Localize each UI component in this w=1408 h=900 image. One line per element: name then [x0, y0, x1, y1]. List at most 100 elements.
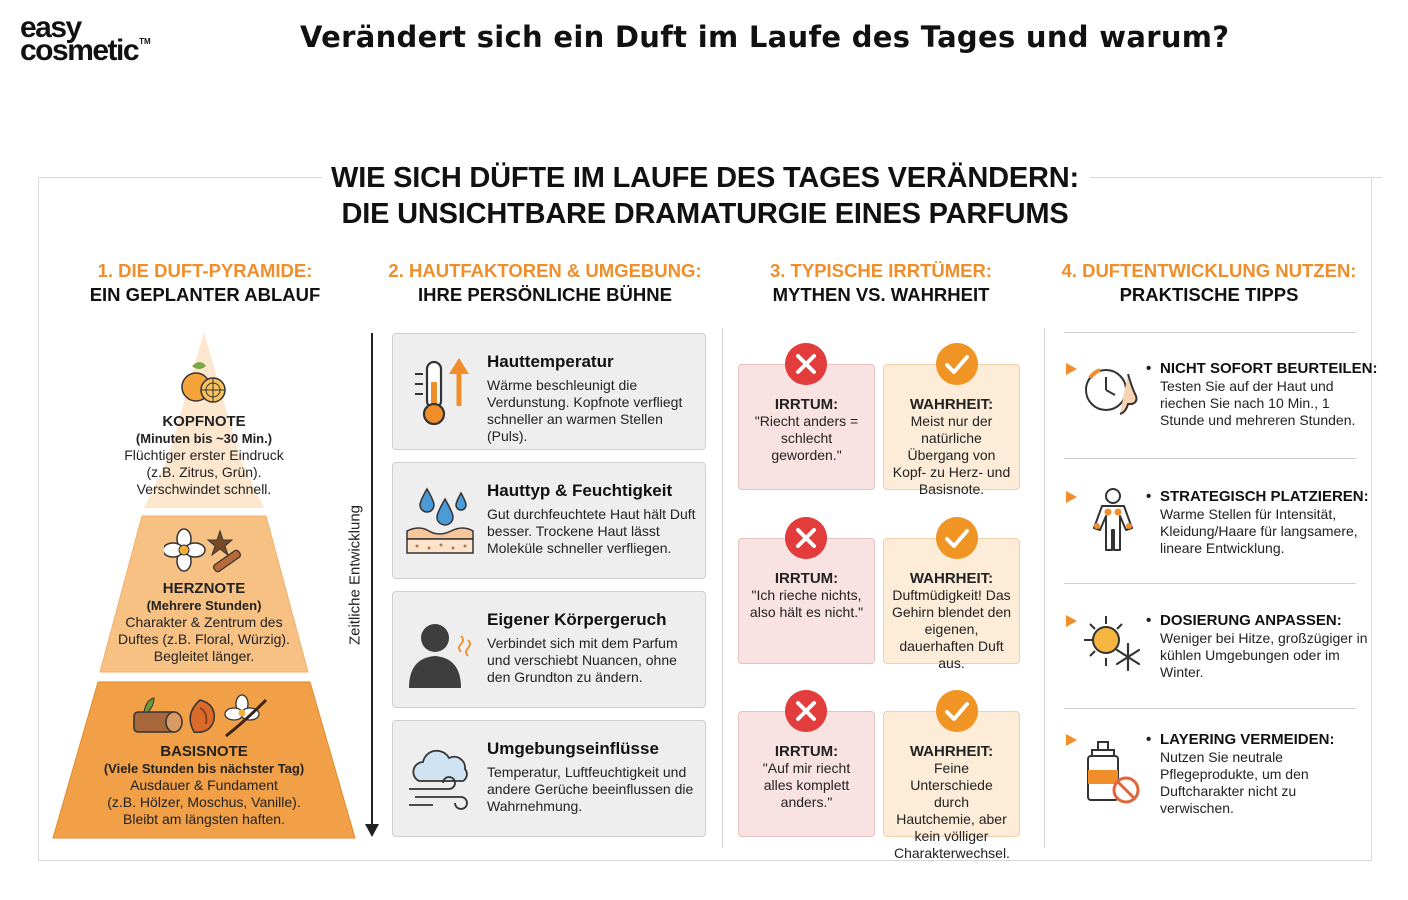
- tip-title: NICHT SOFORT BEURTEILEN:: [1160, 360, 1378, 377]
- brand-logo[interactable]: easy cosmeticTM: [20, 12, 151, 68]
- truth-card: WAHRHEIT: Meist nur der natürliche Überg…: [883, 364, 1020, 497]
- section-header-tips: 4. DUFTENTWICKLUNG NUTZEN: PRAKTISCHE TIP…: [1061, 260, 1357, 305]
- top-note-line: Verschwindet schnell.: [136, 481, 272, 497]
- truth-text: Meist nur der natürliche Übergang von Ko…: [892, 413, 1011, 497]
- myth-card: IRRTUM: "Ich rieche nichts, also hält es…: [738, 538, 875, 664]
- infographic-title-line-1: WIE SICH DÜFTE IM LAUFE DES TAGES VERÄND…: [331, 162, 1079, 194]
- factor-description: Gut durchfeuchtete Haut hält Duft besser…: [487, 506, 696, 556]
- tip-arrow-icon: [1066, 491, 1077, 503]
- top-note-line: Flüchtiger erster Eindruck: [124, 447, 284, 463]
- myth-card: IRRTUM: "Riecht anders = schlecht geword…: [738, 364, 875, 490]
- cross-icon: [785, 517, 827, 559]
- factor-card: Umgebungseinflüsse Temperatur, Luftfeuch…: [392, 720, 706, 837]
- myth-text: "Auf mir riecht alles komplett anders.": [762, 760, 851, 810]
- tip-divider: [1064, 332, 1356, 333]
- myth-text: "Riecht anders = schlecht geworden.": [754, 413, 859, 463]
- truth-card: WAHRHEIT: Duftmüdigkeit! Das Gehirn blen…: [883, 538, 1020, 671]
- base-note-line: (z.B. Hölzer, Moschus, Vanille).: [107, 794, 301, 810]
- factor-description: Wärme beschleunigt die Verdunstung. Kopf…: [487, 377, 683, 444]
- heart-note-name: HERZNOTE: [162, 580, 246, 597]
- skin-droplets-icon: [406, 487, 474, 554]
- tip-divider: [1064, 583, 1356, 584]
- wood-musk-vanilla-icon: [133, 694, 268, 738]
- tip-divider: [1064, 708, 1356, 709]
- truth-card: WAHRHEIT: Feine Unterschiede durch Hautc…: [883, 711, 1020, 861]
- logo-line-2: cosmeticTM: [20, 34, 151, 68]
- frame-top-divider-right: [1090, 177, 1382, 178]
- tip-bullet: •: [1146, 488, 1152, 505]
- factor-card: Eigener Körpergeruch Verbindet sich mit …: [392, 591, 706, 708]
- factor-title: Hauttemperatur: [487, 352, 614, 371]
- tip-description: Testen Sie auf der Haut und riechen Sie …: [1160, 378, 1356, 428]
- infographic-frame: [38, 177, 1372, 861]
- column-divider: [722, 328, 723, 848]
- tip-bullet: •: [1146, 612, 1152, 629]
- fragrance-pyramid: [52, 332, 356, 839]
- time-axis-arrow-icon: [365, 824, 379, 837]
- truth-text: Duftmüdigkeit! Das Gehirn blendet den ei…: [891, 587, 1012, 671]
- base-note-line: Bleibt am längsten haften.: [123, 811, 285, 827]
- tip-description: Nutzen Sie neutrale Pflegeprodukte, um d…: [1160, 749, 1309, 816]
- heart-note-line: Duftes (z.B. Floral, Würzig).: [118, 631, 290, 647]
- tip-description: Weniger bei Hitze, großzügiger in kühlen…: [1160, 630, 1368, 680]
- base-note-name: BASISNOTE: [160, 743, 248, 760]
- myth-text: "Ich rieche nichts, also hält es nicht.": [749, 587, 864, 620]
- tip-title: DOSIERUNG ANPASSEN:: [1160, 612, 1342, 629]
- cloud-wind-icon: [409, 749, 468, 810]
- factor-title: Hauttyp & Feuchtigkeit: [487, 481, 673, 500]
- top-note-time: (Minuten bis ~30 Min.): [135, 431, 273, 446]
- flower-spice-icon: [164, 528, 242, 573]
- clock-nose-icon: [1085, 368, 1138, 415]
- top-note-line: (z.B. Zitrus, Grün).: [146, 464, 262, 480]
- factor-card: Hauttyp & Feuchtigkeit Gut durchfeuchtet…: [392, 462, 706, 579]
- tip-title: STRATEGISCH PLATZIEREN:: [1160, 488, 1369, 505]
- column-divider: [1044, 328, 1045, 848]
- heart-note-time: (Mehrere Stunden): [146, 598, 262, 613]
- tip-arrow-icon: [1066, 363, 1077, 375]
- tip-arrow-icon: [1066, 734, 1077, 746]
- factor-title: Umgebungseinflüsse: [487, 739, 659, 758]
- person-silhouette-icon: [409, 624, 471, 688]
- base-note-line: Ausdauer & Fundament: [130, 777, 278, 793]
- heart-note-line: Charakter & Zentrum des: [125, 614, 283, 630]
- truth-label: WAHRHEIT:: [909, 743, 994, 760]
- checkmark-icon: [936, 343, 978, 385]
- factor-description: Temperatur, Luftfeuchtigkeit und andere …: [487, 764, 694, 814]
- tip-title: LAYERING VERMEIDEN:: [1160, 731, 1335, 748]
- factor-title: Eigener Körpergeruch: [487, 610, 667, 629]
- factor-card: Hauttemperatur Wärme beschleunigt die Ve…: [392, 333, 706, 450]
- page-title: Verändert sich ein Duft im Laufe des Tag…: [300, 20, 1230, 54]
- tip-bullet: •: [1146, 360, 1152, 377]
- time-axis-line: [371, 333, 373, 825]
- infographic-title: WIE SICH DÜFTE IM LAUFE DES TAGES VERÄND…: [320, 160, 1090, 232]
- tip-divider: [1064, 458, 1356, 459]
- myth-label: IRRTUM:: [774, 396, 839, 413]
- tip-arrow-icon: [1066, 615, 1077, 627]
- no-bottle-icon: [1087, 741, 1140, 804]
- pyramid-top-tier-body: [144, 458, 264, 508]
- cross-icon: [785, 343, 827, 385]
- myth-label: IRRTUM:: [774, 743, 839, 760]
- pyramid-base-tier: [52, 681, 356, 839]
- section-header-skin: 2. HAUTFAKTOREN & UMGEBUNG: IHRE PERSÖNLI…: [388, 260, 702, 305]
- pyramid-top-note: KOPFNOTE (Minuten bis ~30 Min.) Flüchtig…: [104, 413, 304, 498]
- pyramid-base-note: BASISNOTE (Viele Stunden bis nächster Ta…: [74, 743, 334, 828]
- pyramid-heart-note: HERZNOTE (Mehrere Stunden) Charakter & Z…: [94, 580, 314, 665]
- truth-label: WAHRHEIT:: [909, 396, 994, 413]
- tip-bullet: •: [1146, 731, 1152, 748]
- body-points-icon: [1093, 488, 1133, 551]
- pyramid-middle-tier: [99, 515, 309, 673]
- sun-snowflake-icon: [1084, 616, 1141, 672]
- tip-description: Warme Stellen für Intensität, Kleidung/H…: [1160, 506, 1358, 556]
- time-axis-label: Zeitliche Entwicklung: [346, 504, 364, 646]
- myth-label: IRRTUM:: [774, 570, 839, 587]
- top-note-name: KOPFNOTE: [162, 413, 246, 430]
- truth-text: Feine Unterschiede durch Hautchemie, abe…: [894, 760, 1010, 861]
- myth-card: IRRTUM: "Auf mir riecht alles komplett a…: [738, 711, 875, 837]
- checkmark-icon: [936, 690, 978, 732]
- thermometer-icon: [415, 358, 469, 426]
- frame-top-divider-left: [38, 177, 322, 178]
- checkmark-icon: [936, 517, 978, 559]
- truth-label: WAHRHEIT:: [909, 570, 994, 587]
- section-header-pyramid: 1. DIE DUFT-PYRAMIDE: EIN GEPLANTER ABLAU…: [89, 260, 321, 305]
